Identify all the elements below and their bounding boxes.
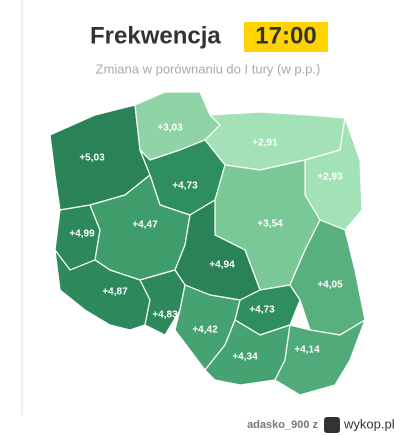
footer-user: adasko_900 z [247,419,318,431]
region [204,319,291,386]
logo-box [324,417,340,433]
region-label: +4,87 [102,287,128,298]
region-label: +4,42 [192,325,218,336]
footer-site: wykop.pl [343,416,395,431]
region-label: +2,93 [317,172,343,183]
regions [49,91,366,396]
region-label: +4,73 [172,181,198,192]
title: Frekwencja [90,22,221,49]
region-label: +2,91 [252,138,278,149]
region-label: +3,03 [157,123,183,134]
region [274,319,366,396]
region-label: +4,83 [152,310,178,321]
region-labels: +5,03 +3,03 +2,91 +2,93 +4,73 +4,99 +4,47 +3,54… [69,123,343,363]
region [139,269,186,336]
time-box [244,22,328,52]
region-label: +4,47 [132,220,158,231]
subtitle: Zmiana w porównaniu do I tury (w p.p.) [96,61,321,76]
region-label: +4,73 [249,305,275,316]
region-label: +4,14 [294,345,320,356]
region-label: +4,05 [317,280,343,291]
region-label: +4,94 [209,260,235,271]
region-label: +5,03 [79,153,105,164]
region-label: +4,99 [69,229,95,240]
region-label: +4,34 [232,352,258,363]
time: 17:00 [255,22,316,49]
region-label: +3,54 [257,219,283,230]
